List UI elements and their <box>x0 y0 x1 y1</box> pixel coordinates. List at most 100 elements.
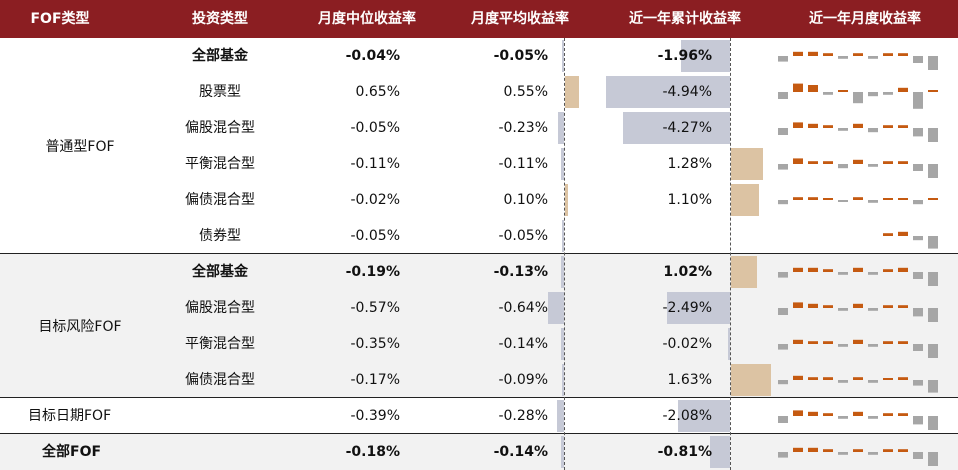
sparkline-bar <box>868 92 878 97</box>
cumulative-data-bar <box>606 76 730 108</box>
divider <box>0 433 958 434</box>
sparkline-bar <box>808 161 818 164</box>
cell-annual-cumulative: -1.96% <box>657 48 712 64</box>
sparkline-bar <box>853 123 863 128</box>
monthly-return-sparkline <box>778 267 938 286</box>
avg-data-bar <box>558 112 564 144</box>
cell-monthly-median: 0.65% <box>355 84 400 100</box>
avg-data-bar <box>561 364 564 396</box>
sparkline-bar <box>868 200 878 203</box>
cumulative-data-bar <box>667 292 730 324</box>
cell-investment-type: 全部基金 <box>192 264 248 280</box>
sparkline-bar <box>928 344 938 358</box>
cumulative-data-bar <box>677 400 730 432</box>
sparkline-bar <box>793 410 803 416</box>
monthly-return-sparkline <box>883 231 938 249</box>
sparkline-bar <box>778 164 788 170</box>
sparkline-bar <box>823 125 833 128</box>
sparkline-bar <box>868 272 878 275</box>
header-monthly-average: 月度平均收益率 <box>471 11 569 27</box>
sparkline-bar <box>868 164 878 167</box>
cell-monthly-median: -0.04% <box>345 48 400 64</box>
sparkline-bar <box>853 159 863 164</box>
sparkline-bar <box>823 92 833 95</box>
sparkline-bar <box>793 375 803 380</box>
sparkline-bar <box>913 416 923 425</box>
sparkline-bar <box>778 344 788 350</box>
cell-annual-cumulative: 1.10% <box>667 192 712 208</box>
sparkline-bar <box>883 305 893 308</box>
sparkline-bar <box>823 53 833 56</box>
monthly-return-sparkline <box>778 51 938 70</box>
sparkline-bar <box>883 198 893 200</box>
avg-data-bar <box>560 256 564 288</box>
sparkline-bar <box>838 344 848 347</box>
avg-data-bar <box>562 220 564 252</box>
sparkline-bar <box>793 447 803 452</box>
sparkline-bar <box>778 56 788 62</box>
sparkline-bar <box>913 164 923 171</box>
sparkline-bar <box>913 380 923 386</box>
cell-investment-type: 股票型 <box>199 84 241 100</box>
sparkline-bar <box>823 161 833 164</box>
monthly-return-sparkline <box>778 410 938 430</box>
cell-monthly-median: -0.11% <box>350 156 400 172</box>
header-investment-type: 投资类型 <box>192 11 248 27</box>
header-monthly-median: 月度中位收益率 <box>318 11 416 27</box>
cumulative-data-bar <box>731 364 771 396</box>
sparkline-bar <box>838 128 848 131</box>
sparkline-bar <box>778 128 788 135</box>
row-group-label: 目标日期FOF <box>28 408 112 424</box>
sparkline-bar <box>853 411 863 416</box>
sparkline-bar <box>883 413 893 416</box>
sparkline-bar <box>868 344 878 347</box>
cell-monthly-median: -0.19% <box>345 264 400 280</box>
sparkline-bar <box>868 416 878 419</box>
sparkline-bar <box>808 197 818 200</box>
sparkline-bar <box>898 198 908 200</box>
header-annual-cumulative: 近一年累计收益率 <box>629 11 741 27</box>
cell-annual-cumulative: -0.02% <box>662 336 712 352</box>
monthly-return-sparkline <box>778 122 938 142</box>
sparkline-bar <box>853 197 863 200</box>
cell-investment-type: 偏股混合型 <box>185 120 255 136</box>
cumulative-data-bar <box>731 184 759 216</box>
monthly-return-sparkline <box>778 339 938 358</box>
sparkline-bar <box>913 236 923 241</box>
sparkline-bar <box>808 85 818 92</box>
cell-monthly-average: -0.28% <box>498 408 548 424</box>
cell-annual-cumulative: 1.63% <box>667 372 712 388</box>
sparkline-bar <box>868 128 878 133</box>
cell-investment-type: 偏股混合型 <box>185 300 255 316</box>
sparkline-bar <box>808 123 818 128</box>
sparkline-bar <box>928 452 938 466</box>
sparkline-bar <box>823 413 833 416</box>
sparkline-bar <box>883 269 893 272</box>
sparkline-bar <box>793 158 803 164</box>
sparkline-bar <box>823 305 833 308</box>
monthly-return-sparkline <box>778 375 938 393</box>
sparkline-bar <box>913 272 923 279</box>
sparkline-bar <box>808 377 818 380</box>
cell-monthly-median: -0.17% <box>350 372 400 388</box>
cell-annual-cumulative: -4.27% <box>662 120 712 136</box>
sparkline-bar <box>778 380 788 385</box>
header-fof-type: FOF类型 <box>30 11 90 27</box>
cell-monthly-average: -0.14% <box>493 444 548 460</box>
avg-data-bar <box>560 436 564 468</box>
sparkline-bar <box>928 308 938 322</box>
sparkline-bar <box>883 161 893 164</box>
sparkline-bar <box>778 452 788 458</box>
cell-monthly-average: -0.09% <box>498 372 548 388</box>
sparkline-bar <box>913 56 923 63</box>
sparkline-bar <box>913 200 923 205</box>
sparkline-bar <box>868 56 878 59</box>
sparkline-bar <box>913 452 923 459</box>
sparkline-bar <box>823 449 833 452</box>
sparkline-bar <box>868 452 878 455</box>
monthly-return-sparkline <box>778 302 938 322</box>
sparkline-bar <box>808 411 818 416</box>
cell-monthly-average: -0.05% <box>493 48 548 64</box>
cumulative-data-bar <box>731 148 764 180</box>
sparkline-bar <box>778 92 788 99</box>
